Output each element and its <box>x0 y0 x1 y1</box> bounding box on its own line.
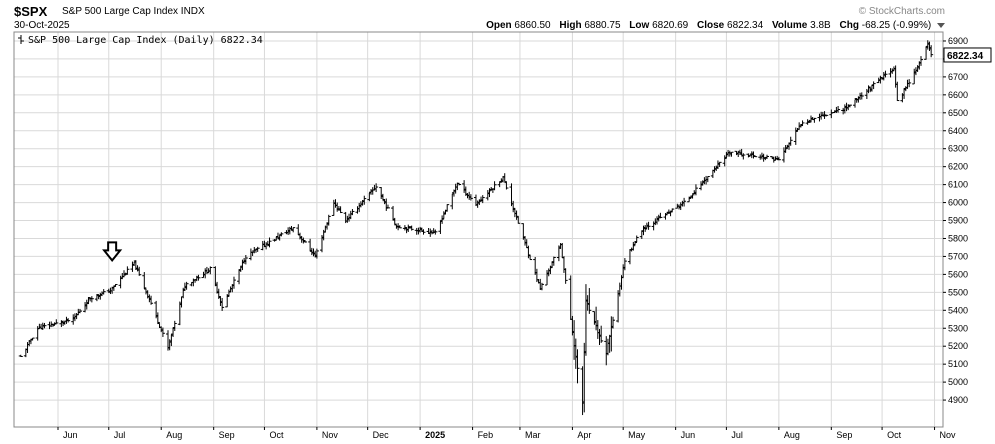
y-tick-label: 5500 <box>948 287 968 297</box>
x-tick-label: 2025 <box>425 430 445 440</box>
y-tick-label: 5600 <box>948 269 968 279</box>
y-tick-label: 6600 <box>948 90 968 100</box>
brand-watermark: © StockCharts.com <box>858 6 945 17</box>
y-tick-label: 6500 <box>948 108 968 118</box>
y-tick-label: 6900 <box>948 36 968 46</box>
x-tick-label: Apr <box>577 430 591 440</box>
exchange-label: INDX <box>180 6 205 17</box>
y-tick-label: 6100 <box>948 180 968 190</box>
security-full-name: S&P 500 Large Cap Index <box>62 6 179 17</box>
security-name: S&P 500 Large Cap Index INDX <box>62 6 205 17</box>
x-tick-label: Jul <box>731 430 743 440</box>
last-price-label: 6822.34 <box>947 51 984 62</box>
x-tick-label: May <box>628 430 646 440</box>
plot-area-border <box>13 31 944 428</box>
volume-label: Volume <box>771 20 808 31</box>
x-tick-label: Dec <box>373 430 390 440</box>
close-value: 6822.34 <box>727 20 764 31</box>
x-axis: Jun Jul Aug Sep Oct Nov Dec 2025 Feb Mar Apr May Jun… <box>57 427 957 440</box>
x-tick-label: Nov <box>940 430 957 440</box>
ohlc-summary: Open 6860.50 High 6880.75 Low 6820.69 Cl… <box>486 20 945 31</box>
last-price-marker: 6822.34 <box>943 47 992 63</box>
y-tick-label: 6300 <box>948 144 968 154</box>
y-tick-label: 5000 <box>948 377 968 387</box>
y-tick-label: 6200 <box>948 162 968 172</box>
y-tick-label: 4900 <box>948 395 968 405</box>
y-tick-label: 5200 <box>948 341 968 351</box>
x-tick-label: Mar <box>525 430 541 440</box>
chg-label: Chg <box>839 20 859 31</box>
ticker-symbol: $SPX <box>14 4 48 19</box>
x-tick-label: Oct <box>887 430 902 440</box>
x-tick-label: Aug <box>166 430 182 440</box>
chart-date: 30-Oct-2025 <box>14 20 70 31</box>
grid-lines <box>14 32 943 427</box>
y-tick-label: 5700 <box>948 251 968 261</box>
last-price-box <box>943 47 992 63</box>
x-tick-label: Nov <box>322 430 339 440</box>
x-tick-label: Jun <box>63 430 78 440</box>
y-tick-label: 6000 <box>948 198 968 208</box>
chart-legend: S&P 500 Large Cap Index (Daily) 6822.34 <box>18 35 263 46</box>
y-tick-label: 5900 <box>948 216 968 226</box>
y-tick-label: 5300 <box>948 323 968 333</box>
legend-label: S&P 500 Large Cap Index (Daily) 6822.34 <box>28 35 263 46</box>
ohlc-bars <box>18 40 934 416</box>
low-value: 6820.69 <box>652 20 689 31</box>
chevron-down-icon[interactable] <box>937 22 945 28</box>
high-value: 6880.75 <box>584 20 621 31</box>
y-tick-label: 5100 <box>948 359 968 369</box>
x-tick-label: Oct <box>269 430 284 440</box>
x-tick-label: Jun <box>681 430 696 440</box>
down-arrow-icon <box>102 241 123 263</box>
close-label: Close <box>697 20 725 31</box>
x-tick-label: Feb <box>478 430 494 440</box>
y-tick-label: 6400 <box>948 126 968 136</box>
x-tick-label: Sep <box>836 430 852 440</box>
y-tick-label: 5800 <box>948 233 968 243</box>
y-tick-label: 6700 <box>948 72 968 82</box>
x-tick-label: Sep <box>219 430 235 440</box>
low-label: Low <box>629 20 650 31</box>
high-label: High <box>559 20 582 31</box>
volume-value: 3.8B <box>810 20 831 31</box>
open-value: 6860.50 <box>514 20 551 31</box>
chart-header: $SPX S&P 500 Large Cap Index INDX 30-Oct… <box>0 0 995 32</box>
x-tick-label: Aug <box>784 430 800 440</box>
open-label: Open <box>486 20 512 31</box>
y-tick-label: 5400 <box>948 305 968 315</box>
y-axis: 4900 5000 5100 5200 5300 5400 5500 5600 5700 5800… <box>943 36 968 405</box>
x-tick-label: Jul <box>114 430 126 440</box>
chg-value: -68.25 (-0.99%) <box>861 20 932 31</box>
legend-bar-icon <box>18 35 24 44</box>
